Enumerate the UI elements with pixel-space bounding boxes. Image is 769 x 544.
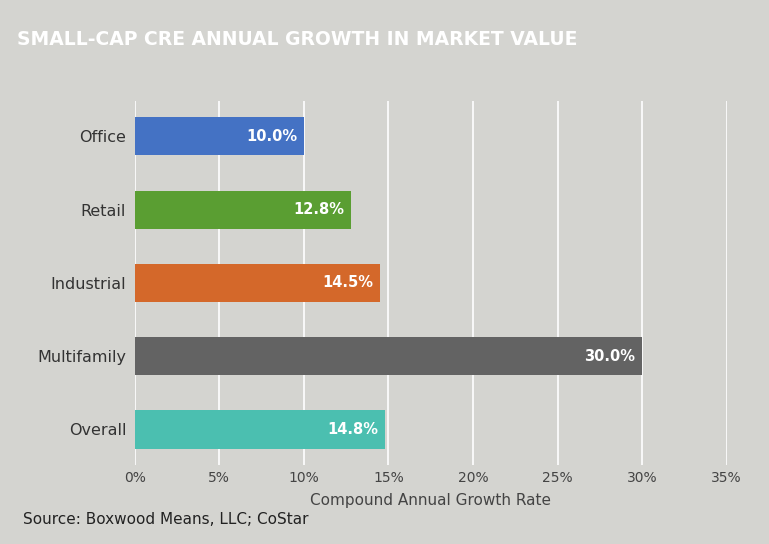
X-axis label: Compound Annual Growth Rate: Compound Annual Growth Rate — [310, 493, 551, 508]
Bar — [135, 410, 385, 449]
Text: 14.8%: 14.8% — [327, 422, 378, 437]
Bar — [135, 190, 351, 228]
Text: 14.5%: 14.5% — [322, 275, 373, 290]
Text: SMALL-CAP CRE ANNUAL GROWTH IN MARKET VALUE: SMALL-CAP CRE ANNUAL GROWTH IN MARKET VA… — [17, 30, 578, 49]
Text: Source: Boxwood Means, LLC; CoStar: Source: Boxwood Means, LLC; CoStar — [23, 512, 308, 527]
Text: 12.8%: 12.8% — [293, 202, 345, 217]
Text: 10.0%: 10.0% — [246, 129, 297, 144]
Bar — [135, 337, 642, 375]
Text: 30.0%: 30.0% — [584, 349, 635, 364]
Bar — [135, 117, 304, 156]
Bar — [135, 264, 380, 302]
